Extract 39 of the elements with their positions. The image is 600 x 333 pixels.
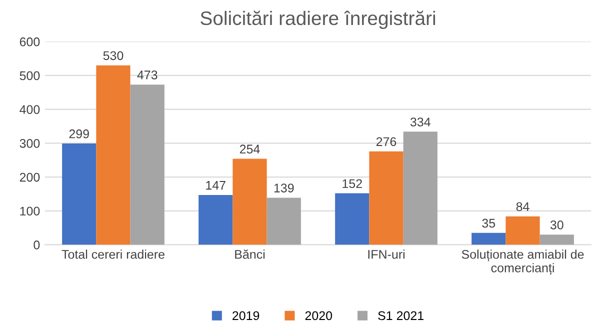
x-tick-label: IFN-uri <box>368 250 405 259</box>
legend-label: 2020 <box>305 311 332 320</box>
bar <box>96 65 130 245</box>
y-tick-label: 400 <box>20 105 40 114</box>
data-label: 152 <box>342 179 362 188</box>
x-tick-label: Bănci <box>235 249 265 259</box>
bar <box>506 216 540 245</box>
y-tick-label: 500 <box>20 71 40 80</box>
data-label: 147 <box>206 181 226 190</box>
data-label: 35 <box>482 218 496 228</box>
data-label: 30 <box>550 220 564 230</box>
data-label: 276 <box>376 137 396 146</box>
y-tick-label: 300 <box>20 138 40 148</box>
bar <box>335 193 370 245</box>
chart-title: Solicitări radiere înregistrări <box>200 10 436 29</box>
y-tick-label: 200 <box>20 172 40 182</box>
bar <box>266 198 301 245</box>
bar <box>369 151 404 245</box>
x-tick-label: Total cereri radiere <box>62 250 164 259</box>
bar <box>62 144 96 245</box>
x-tick-label: Soluționate amiabil de comercianți <box>462 250 584 275</box>
bar <box>198 194 233 245</box>
data-label: 139 <box>274 184 294 192</box>
data-label: 299 <box>69 129 89 138</box>
legend-label: 2019 <box>232 311 260 320</box>
bar <box>403 132 438 245</box>
data-label: 254 <box>240 144 260 154</box>
bar <box>232 158 267 245</box>
data-label: 530 <box>103 51 124 60</box>
data-label: 84 <box>516 202 530 212</box>
y-tick-label: 100 <box>20 206 40 216</box>
bar <box>130 84 164 245</box>
bar <box>540 234 574 245</box>
data-label: 334 <box>410 118 430 126</box>
data-label: 473 <box>137 70 158 80</box>
bar <box>472 232 506 245</box>
y-tick-label: 600 <box>20 37 40 46</box>
y-tick-label: 0 <box>34 240 40 250</box>
legend-label: S1 2021 <box>378 311 424 320</box>
